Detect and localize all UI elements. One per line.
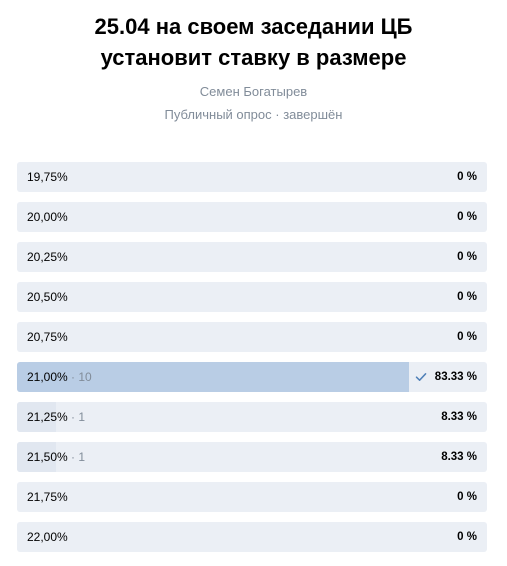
- poll-option[interactable]: 21,25% · 1 8.33 %: [17, 402, 487, 432]
- option-label: 20,00%: [27, 210, 68, 224]
- option-label: 21,75%: [27, 490, 68, 504]
- poll-option[interactable]: 20,25% 0 %: [17, 242, 487, 272]
- option-percent: 0 %: [457, 171, 477, 183]
- option-percent: 83.33 %: [434, 371, 477, 383]
- option-label-group: 20,00%: [27, 202, 68, 232]
- option-label: 21,25%: [27, 410, 68, 424]
- poll-options: 19,75% 0 % 20,00% 0 % 20,25% 0 % 20,50% …: [17, 162, 487, 562]
- option-percent: 0 %: [457, 211, 477, 223]
- option-percent: 0 %: [457, 331, 477, 343]
- option-percent: 8.33 %: [441, 411, 477, 423]
- option-label: 19,75%: [27, 170, 68, 184]
- option-result-bar: [17, 442, 57, 472]
- option-percent: 0 %: [457, 291, 477, 303]
- poll-option[interactable]: 21,75% 0 %: [17, 482, 487, 512]
- poll-option[interactable]: 21,00% · 10 83.33 %: [17, 362, 487, 392]
- option-label: 21,00%: [27, 370, 68, 384]
- option-label: 20,25%: [27, 250, 68, 264]
- option-label-group: 20,75%: [27, 322, 68, 352]
- poll-option[interactable]: 20,75% 0 %: [17, 322, 487, 352]
- poll-option[interactable]: 20,50% 0 %: [17, 282, 487, 312]
- option-label-group: 21,00% · 10: [27, 362, 92, 392]
- option-result-bar: [17, 402, 57, 432]
- option-label: 21,50%: [27, 450, 68, 464]
- poll-meta: Публичный опрос · завершён: [164, 107, 343, 122]
- option-label-group: 20,50%: [27, 282, 68, 312]
- option-label-group: 20,25%: [27, 242, 68, 272]
- check-icon: [415, 373, 427, 381]
- option-label: 20,75%: [27, 330, 68, 344]
- poll-title: 25.04 на своем заседании ЦБ установит ст…: [94, 14, 413, 70]
- option-vote-count: · 10: [67, 370, 92, 384]
- option-result-bar: [17, 362, 409, 392]
- option-percent: 8.33 %: [441, 451, 477, 463]
- poll-author[interactable]: Семен Богатырев: [199, 84, 308, 99]
- option-percent: 0 %: [457, 251, 477, 263]
- option-label-group: 21,50% · 1: [27, 442, 85, 472]
- poll-option[interactable]: 22,00% 0 %: [17, 522, 487, 552]
- option-label-group: 21,25% · 1: [27, 402, 85, 432]
- option-label-group: 22,00%: [27, 522, 68, 552]
- option-vote-count: · 1: [67, 450, 86, 464]
- option-label-group: 21,75%: [27, 482, 68, 512]
- option-label: 22,00%: [27, 530, 68, 544]
- poll-option[interactable]: 21,50% · 1 8.33 %: [17, 442, 487, 472]
- poll-option[interactable]: 20,00% 0 %: [17, 202, 487, 232]
- poll-option[interactable]: 19,75% 0 %: [17, 162, 487, 192]
- option-vote-count: · 1: [67, 410, 86, 424]
- option-label-group: 19,75%: [27, 162, 68, 192]
- option-percent: 0 %: [457, 491, 477, 503]
- option-label: 20,50%: [27, 290, 68, 304]
- option-percent: 0 %: [457, 531, 477, 543]
